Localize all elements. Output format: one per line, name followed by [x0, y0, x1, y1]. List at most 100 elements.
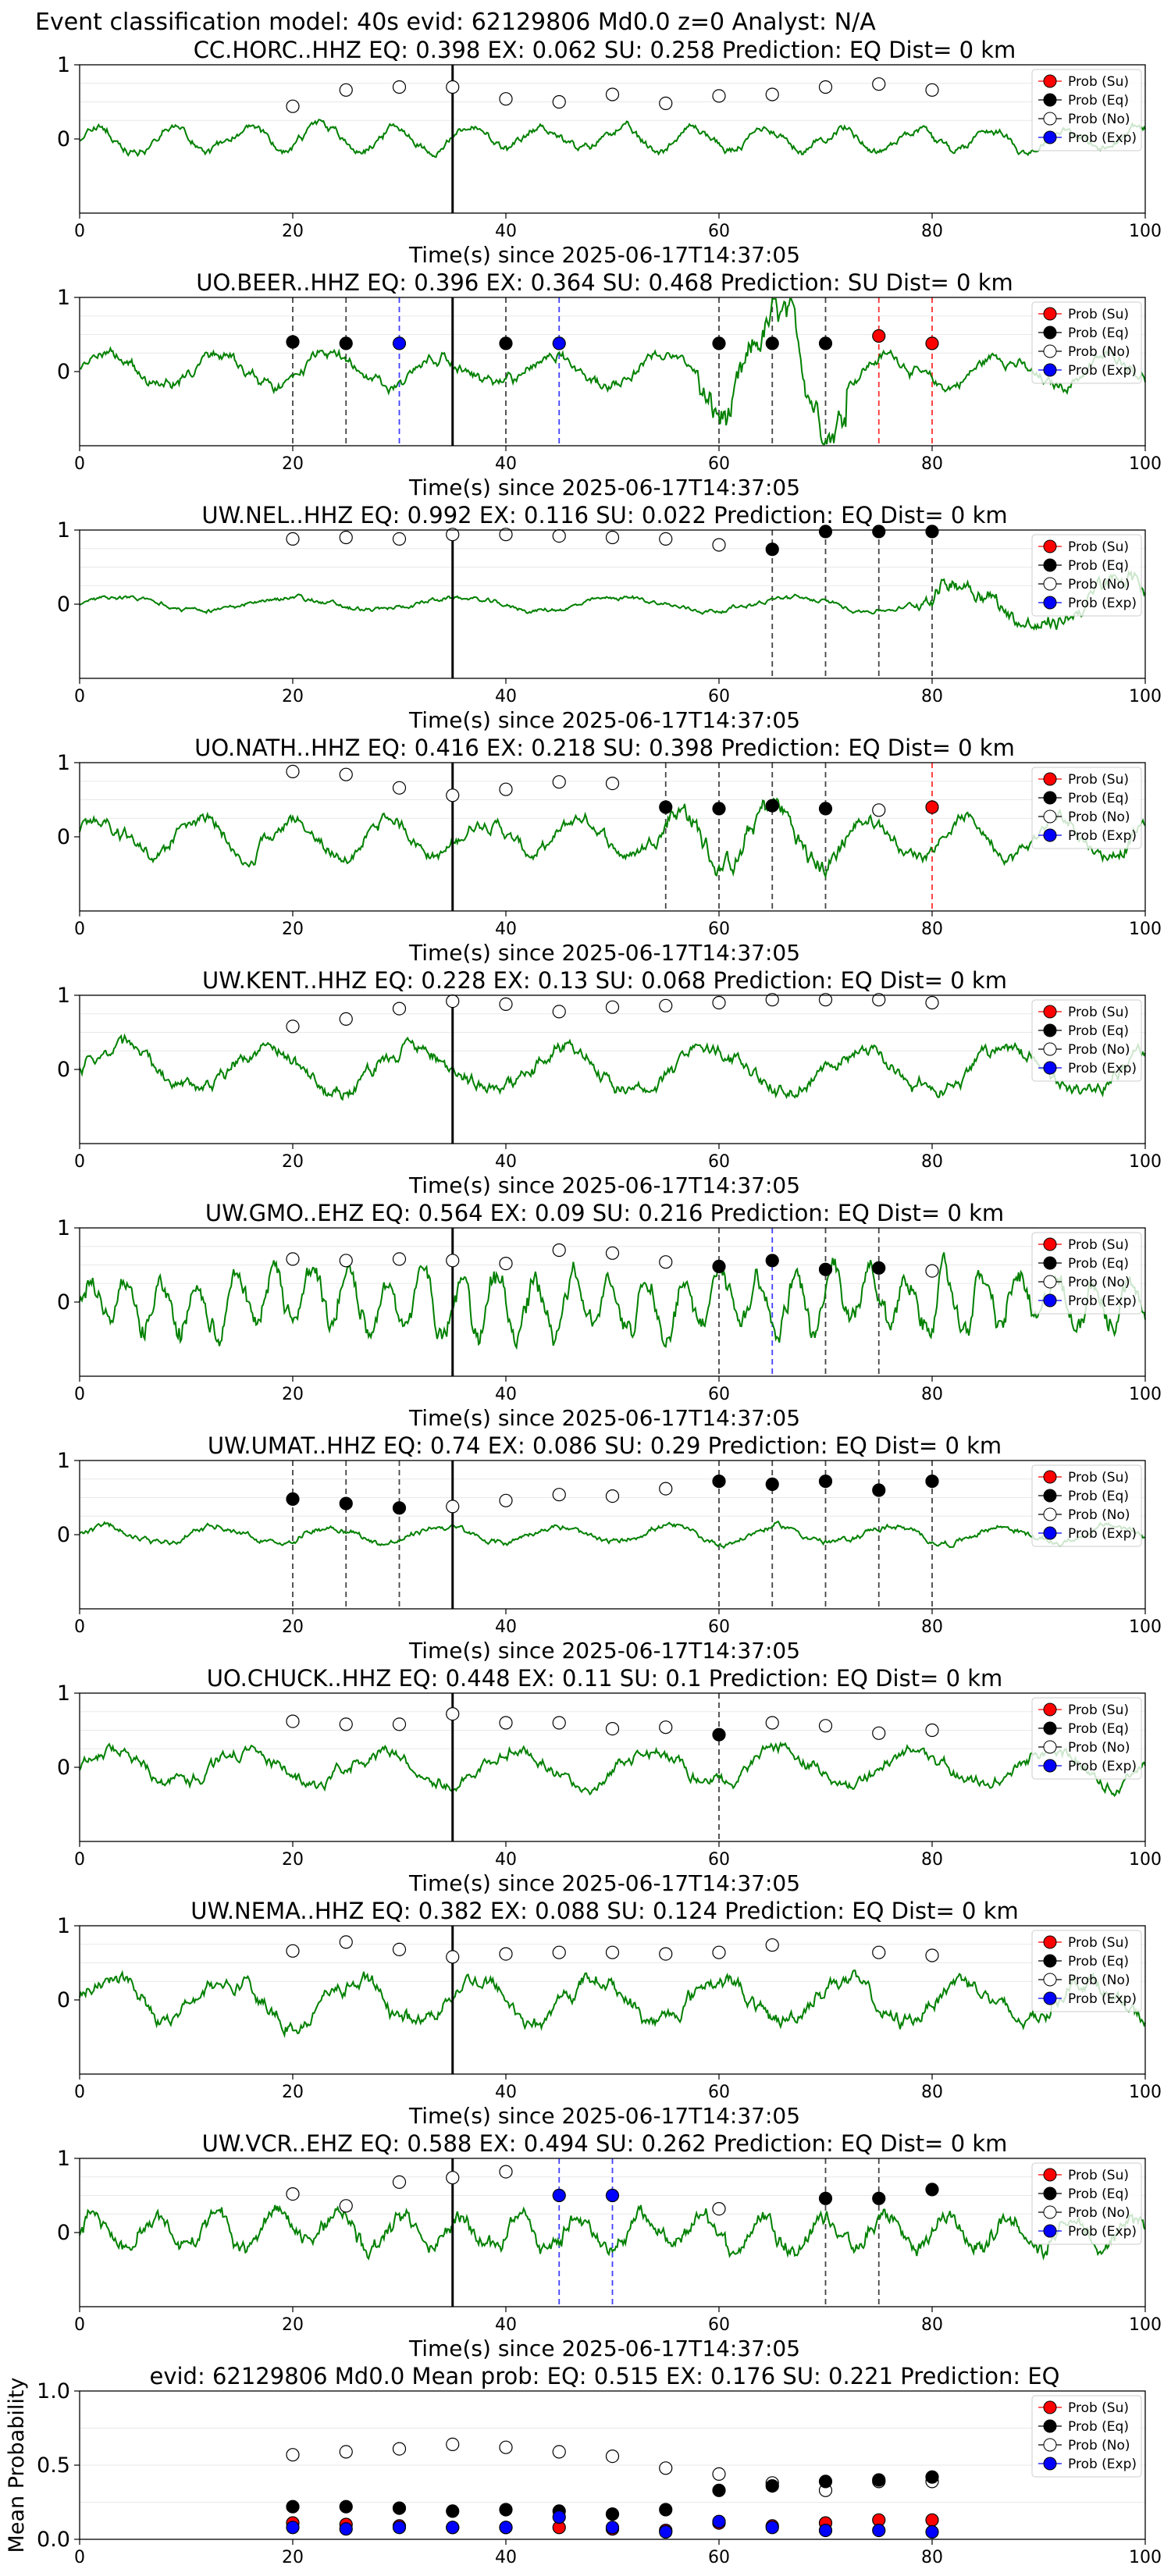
panel-title: UW.VCR..EHZ EQ: 0.588 EX: 0.494 SU: 0.26… — [202, 2130, 1008, 2157]
prob-point-no — [659, 1255, 673, 1269]
legend-label: Prob (Eq) — [1068, 558, 1129, 574]
prob-point-no — [605, 1489, 620, 1503]
legend-box — [1031, 1464, 1142, 1547]
mean-prob-point-exp — [446, 2521, 460, 2535]
x-axis-label: Time(s) since 2025-06-17T14:37:05 — [408, 707, 800, 733]
prob-point-no — [339, 530, 353, 545]
x-tick-label: 0 — [74, 920, 85, 939]
x-tick-label: 100 — [1129, 222, 1162, 241]
legend-marker — [1043, 1470, 1057, 1484]
prob-point-no — [339, 83, 353, 97]
prob-point-no — [339, 1717, 353, 1731]
x-tick-label: 60 — [708, 1850, 730, 1870]
panel-uo-beer--hhz: UO.BEER..HHZ EQ: 0.396 EX: 0.364 SU: 0.4… — [57, 269, 1162, 500]
prob-point-no — [392, 2175, 407, 2189]
prob-point-no — [392, 532, 407, 546]
mean-prob-point-exp — [552, 2510, 566, 2524]
prob-point-eq — [339, 1496, 353, 1510]
mean-prob-point-eq — [392, 2501, 407, 2515]
prob-point-no — [286, 1019, 300, 1034]
plot-frame — [79, 1692, 1146, 1842]
x-tick-label: 0 — [74, 687, 85, 706]
x-tick-label: 100 — [1129, 1617, 1162, 1637]
legend-marker — [1043, 1005, 1057, 1019]
y-tick-label: 1 — [57, 2147, 70, 2171]
y-tick-label: 1.0 — [37, 2379, 70, 2403]
x-tick-label: 60 — [708, 1617, 730, 1637]
prob-point-eq — [818, 336, 833, 350]
prob-point-eq — [392, 1501, 407, 1515]
prob-point-no — [392, 1717, 407, 1731]
panel-title: UO.BEER..HHZ EQ: 0.396 EX: 0.364 SU: 0.4… — [196, 269, 1013, 296]
x-tick-label: 20 — [282, 2548, 304, 2567]
legend-marker — [1043, 1293, 1057, 1308]
mean-prob-point-exp — [339, 2522, 353, 2536]
mean-prob-point-su — [925, 2513, 939, 2527]
mean-prob-point-eq — [872, 2473, 886, 2487]
y-tick-label: 1 — [57, 751, 70, 775]
legend-label: Prob (Su) — [1068, 1470, 1129, 1485]
prob-point-no — [339, 1254, 353, 1268]
prob-point-exp — [552, 2188, 566, 2203]
prob-point-no — [712, 89, 726, 103]
legend-box — [1031, 2395, 1142, 2478]
prob-point-no — [499, 1947, 513, 1961]
legend-label: Prob (No) — [1068, 2205, 1130, 2221]
panel-uw-nel--hhz: UW.NEL..HHZ EQ: 0.992 EX: 0.116 SU: 0.02… — [57, 502, 1162, 733]
prob-point-eq — [765, 1254, 779, 1268]
figure-title: Event classification model: 40s evid: 62… — [35, 9, 876, 36]
panel-title: UW.NEL..HHZ EQ: 0.992 EX: 0.116 SU: 0.02… — [201, 502, 1007, 528]
legend-label: Prob (Eq) — [1068, 791, 1129, 806]
legend-marker — [1043, 326, 1057, 340]
legend-marker — [1043, 1275, 1057, 1289]
legend-label: Prob (Su) — [1068, 2400, 1129, 2416]
prob-point-no — [659, 1947, 673, 1961]
legend-label: Prob (Eq) — [1068, 1954, 1129, 1969]
y-tick-label: 0.0 — [37, 2528, 70, 2552]
mean-prob-point-eq — [659, 2503, 673, 2517]
y-tick-label: 1 — [57, 518, 70, 543]
prob-point-no — [605, 87, 620, 101]
prob-point-no — [765, 1716, 779, 1730]
legend-marker — [1043, 112, 1057, 126]
x-tick-label: 40 — [495, 1617, 517, 1637]
prob-point-no — [552, 1005, 566, 1019]
y-tick-label: 1 — [57, 53, 70, 77]
panel-cc-horc--hhz: CC.HORC..HHZ EQ: 0.398 EX: 0.062 SU: 0.2… — [57, 37, 1162, 268]
legend-marker — [1043, 74, 1057, 88]
y-tick-label: 0 — [57, 1058, 70, 1082]
panel-uw-gmo--ehz: UW.GMO..EHZ EQ: 0.564 EX: 0.09 SU: 0.216… — [57, 1200, 1162, 1431]
legend-marker — [1043, 1507, 1057, 1521]
prob-point-no — [286, 532, 300, 546]
prob-point-no — [605, 1945, 620, 1959]
x-tick-label: 40 — [495, 2548, 517, 2567]
prob-point-no — [605, 530, 620, 545]
x-tick-label: 20 — [282, 1617, 304, 1637]
x-tick-label: 100 — [1129, 1850, 1162, 1870]
legend-box — [1031, 301, 1142, 384]
prob-point-eq — [765, 336, 779, 350]
legend-label: Prob (Exp) — [1068, 363, 1137, 379]
x-tick-label: 80 — [921, 2083, 943, 2102]
x-tick-label: 0 — [74, 1152, 85, 1172]
legend-label: Prob (Eq) — [1068, 93, 1129, 109]
prob-point-no — [659, 998, 673, 1012]
y-tick-label: 1 — [57, 984, 70, 1008]
x-tick-label: 40 — [495, 2083, 517, 2102]
prob-point-no — [552, 94, 566, 109]
legend-label: Prob (Exp) — [1068, 2224, 1137, 2240]
mean-prob-point-exp — [712, 2514, 726, 2528]
prob-point-no — [446, 2171, 460, 2185]
x-tick-label: 0 — [74, 454, 85, 474]
panel-uw-nema--hhz: UW.NEMA..HHZ EQ: 0.382 EX: 0.088 SU: 0.1… — [57, 1898, 1162, 2129]
legend-label: Prob (Exp) — [1068, 1759, 1137, 1774]
x-axis-label: Time(s) since 2025-06-17T14:37:05 — [408, 1405, 800, 1431]
prob-point-eq — [872, 1483, 886, 1497]
prob-point-su — [925, 336, 939, 350]
legend-label: Prob (Eq) — [1068, 1023, 1129, 1039]
x-tick-label: 100 — [1129, 2315, 1162, 2335]
panel-uo-chuck--hhz: UO.CHUCK..HHZ EQ: 0.448 EX: 0.11 SU: 0.1… — [57, 1665, 1162, 1896]
mean-prob-point-eq — [765, 2479, 779, 2493]
prob-point-no — [552, 1945, 566, 1959]
